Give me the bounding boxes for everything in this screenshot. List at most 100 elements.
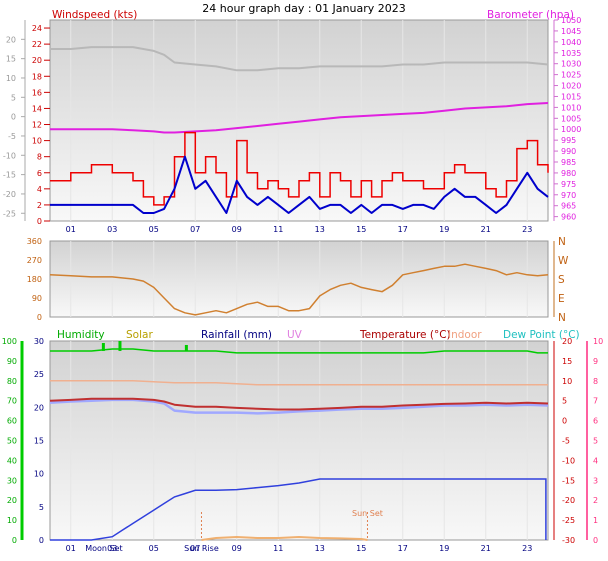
direction-degree-tick: 90: [32, 294, 42, 303]
temperature-scale-tick: 5: [11, 93, 16, 102]
legend-entry: Solar: [126, 329, 153, 341]
barometer-tick: 960: [561, 213, 576, 222]
sun-set-label: Sun Set: [352, 509, 383, 518]
compass-tick: N: [558, 312, 566, 324]
uv-tick: 8: [593, 377, 598, 386]
barometer-tick: 1000: [561, 125, 581, 134]
barometer-tick: 965: [561, 202, 576, 211]
chart-title: 24 hour graph day : 01 January 2023: [202, 2, 406, 15]
moon-set-label: Moon Set: [85, 544, 122, 553]
x-tick-label: 23: [522, 225, 532, 234]
barometer-line: [50, 102, 549, 134]
uv-tick: 5: [593, 437, 598, 446]
uv-tick: 3: [593, 476, 598, 485]
x-tick-label: 11: [273, 544, 283, 553]
barometer-tick: 975: [561, 180, 576, 189]
x-tick-label: 15: [356, 225, 366, 234]
compass-tick: E: [558, 293, 565, 305]
x-tick-label: 05: [149, 225, 159, 234]
legend-entry: UV: [287, 329, 303, 341]
windspeed-tick: 14: [32, 104, 42, 113]
temperature-tick: 20: [562, 337, 572, 346]
windspeed-tick: 4: [37, 185, 42, 194]
humidity-spike: [118, 341, 122, 351]
x-tick-label: 23: [522, 544, 532, 553]
compass-tick: N: [558, 236, 566, 248]
windspeed-tick: 22: [32, 40, 42, 49]
barometer-tick: 1030: [561, 60, 581, 69]
x-tick-label: 21: [481, 225, 491, 234]
temperature-tick: 0: [562, 417, 567, 426]
solar-line: [201, 535, 368, 541]
humidity-tick: 60: [7, 417, 17, 426]
x-tick-label: 03: [107, 544, 117, 553]
uv-tick: 7: [593, 397, 598, 406]
direction-degree-tick: 0: [37, 313, 42, 322]
humidity-tick: 100: [2, 337, 17, 346]
uv-tick: 9: [593, 357, 598, 366]
temperature-scale-tick: -5: [8, 132, 16, 141]
uv-tick: 10: [593, 337, 603, 346]
humidity-tick: 30: [7, 476, 17, 485]
temperature-tick: -30: [562, 536, 575, 545]
temperature-scale-tick: -25: [3, 209, 16, 218]
humidity-spike: [101, 342, 105, 351]
rainfall-line: [50, 478, 547, 541]
windspeed-tick: 2: [37, 201, 42, 210]
temperature-scale-tick: 20: [6, 35, 16, 44]
barometer-tick: 1020: [561, 82, 581, 91]
rainfall-tick: 10: [34, 470, 44, 479]
x-tick-label: 03: [107, 225, 117, 234]
dew-point-line: [49, 398, 549, 415]
indoor-temperature-line: [50, 380, 548, 386]
humidity-spike: [184, 344, 188, 351]
humidity-tick: 90: [7, 357, 17, 366]
windspeed-tick: 20: [32, 56, 42, 65]
windspeed-tick: 8: [37, 153, 42, 162]
windspeed-tick: 18: [32, 72, 42, 81]
humidity-tick: 50: [7, 437, 17, 446]
barometer-axis-label: Barometer (hpa): [487, 9, 574, 21]
humidity-tick: 10: [7, 516, 17, 525]
temperature-tick: -5: [562, 437, 570, 446]
panel-3-background: [49, 340, 549, 541]
legend-entry: Rainfall (mm): [201, 329, 272, 341]
x-tick-label: 19: [439, 225, 449, 234]
barometer-tick: 990: [561, 147, 576, 156]
windspeed-tick: 24: [32, 24, 42, 33]
legend-entry: Humidity: [57, 329, 105, 341]
barometer-tick: 1005: [561, 114, 581, 123]
temperature-scale-tick: -15: [3, 171, 16, 180]
temperature-scale-tick: 10: [6, 74, 16, 83]
barometer-tick: 1010: [561, 103, 581, 112]
temperature-line: [49, 397, 549, 411]
rainfall-tick: 0: [39, 536, 44, 545]
legend-entry: Temperature (°C): [359, 329, 451, 341]
x-tick-label: 01: [66, 544, 76, 553]
barometer-tick: 985: [561, 158, 576, 167]
x-tick-label: 05: [149, 544, 159, 553]
x-tick-label: 17: [398, 544, 408, 553]
temperature-scale-tick: -20: [3, 190, 16, 199]
windspeed-tick: 0: [37, 217, 42, 226]
temperature-scale-tick: 0: [11, 113, 16, 122]
temperature-tick: -10: [562, 456, 575, 465]
temperature-tick: 10: [562, 377, 572, 386]
direction-degree-tick: 360: [27, 237, 42, 246]
temperature-tick: -15: [562, 476, 575, 485]
humidity-tick: 70: [7, 397, 17, 406]
rainfall-tick: 25: [34, 370, 44, 379]
x-tick-label: 17: [398, 225, 408, 234]
x-tick-label: 09: [232, 225, 242, 234]
legend-entry: Dew Point (°C): [503, 329, 580, 341]
humidity-tick: 80: [7, 377, 17, 386]
wind-gust-line: [50, 131, 549, 206]
x-tick-label: 11: [273, 225, 283, 234]
windspeed-axis-label: Windspeed (kts): [52, 9, 137, 21]
barometer-tick: 970: [561, 191, 576, 200]
humidity-tick: 40: [7, 456, 17, 465]
barometer-tick: 1050: [561, 16, 581, 25]
x-tick-label: 15: [356, 544, 366, 553]
barometer-tick: 1045: [561, 27, 581, 36]
